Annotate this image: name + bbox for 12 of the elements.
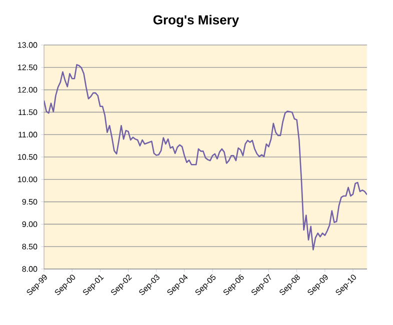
chart-title: Grog's Misery <box>153 14 240 28</box>
y-tick-label: 12.50 <box>18 64 38 70</box>
y-tick-label: 13.00 <box>18 42 38 48</box>
y-tick-label: 11.00 <box>18 132 38 138</box>
y-tick-label: 11.50 <box>18 109 38 116</box>
y-tick-label: 8.50 <box>22 244 38 250</box>
y-tick-label: 10.00 <box>18 176 38 182</box>
y-tick-label: 8.00 <box>22 266 38 272</box>
y-tick-label: 12.00 <box>18 86 38 93</box>
y-tick-label: 10.50 <box>18 154 38 160</box>
y-tick-label: 9.50 <box>22 198 38 205</box>
y-tick-label: 9.00 <box>22 221 38 228</box>
